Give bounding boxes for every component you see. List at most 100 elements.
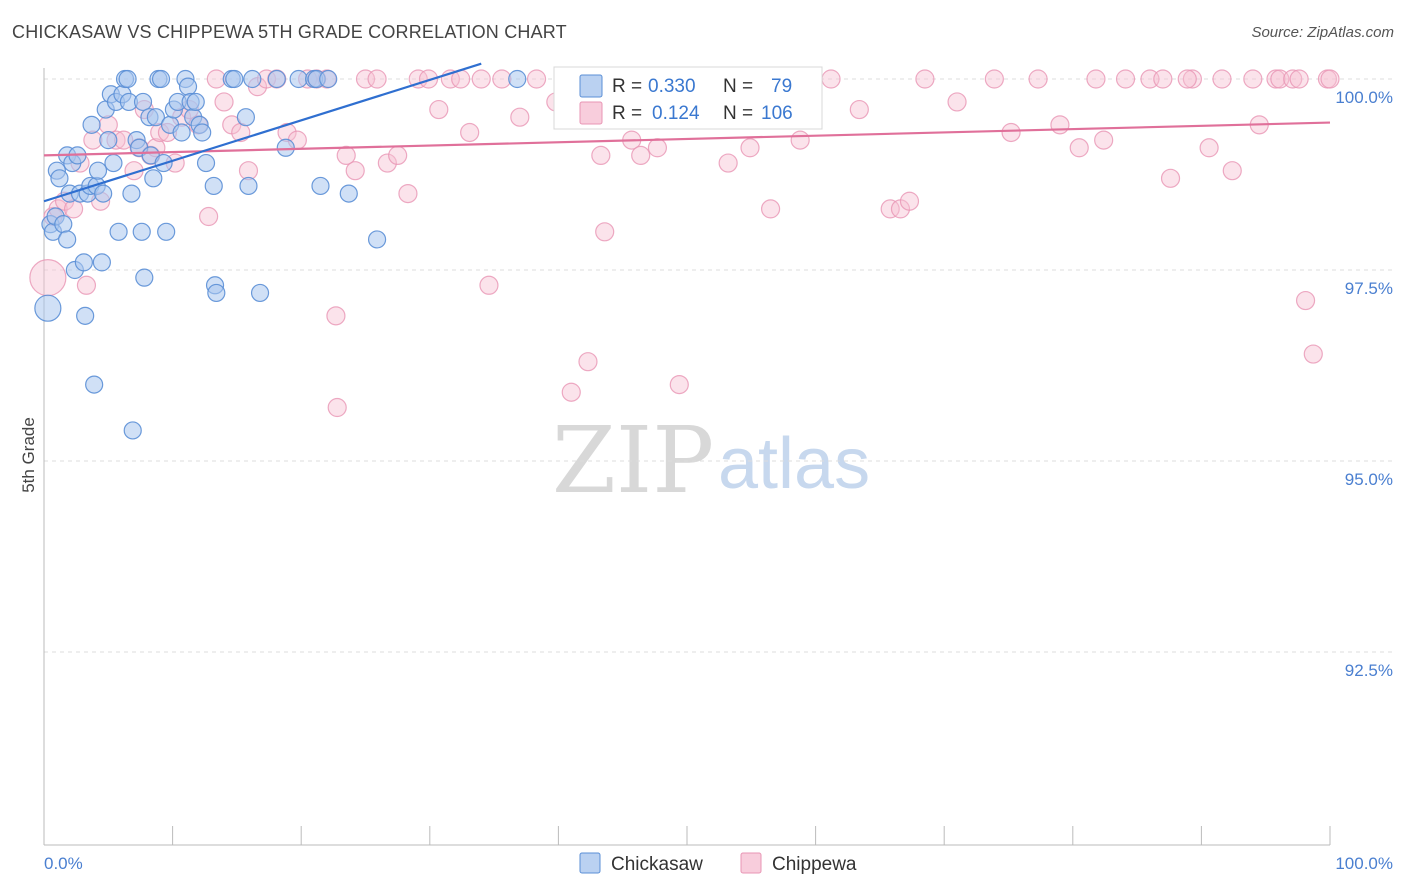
chippewa-legend-swatch — [579, 101, 603, 125]
chickasaw-point — [250, 283, 270, 303]
chippewa-point — [471, 69, 491, 89]
chippewa-point — [880, 199, 900, 219]
chippewa-point — [326, 306, 346, 326]
chickasaw-point — [132, 222, 151, 241]
chippewa-point — [1050, 115, 1070, 135]
chippewa-point — [418, 69, 439, 89]
chickasaw-point — [243, 69, 262, 89]
chickasaw-point — [204, 176, 223, 196]
chippewa-point — [388, 145, 408, 165]
chippewa-point — [460, 122, 480, 143]
chippewa-point — [1182, 69, 1202, 89]
chickasaw-point — [339, 184, 358, 203]
chickasaw-r-label: R = — [612, 76, 642, 97]
chippewa-point — [1177, 69, 1197, 89]
chippewa-point — [199, 206, 219, 227]
chickasaw-point — [146, 108, 165, 127]
chippewa-point — [1212, 69, 1232, 89]
chickasaw-point — [99, 131, 118, 150]
chippewa-point — [849, 99, 869, 120]
chickasaw-point — [82, 115, 101, 134]
chickasaw-point — [76, 306, 95, 325]
chippewa-point — [1199, 138, 1219, 158]
chippewa-point — [578, 352, 598, 372]
chickasaw-points — [34, 69, 527, 440]
chippewa-point — [1320, 69, 1340, 89]
chickasaw-point — [34, 294, 62, 322]
chippewa-point — [821, 69, 841, 89]
chippewa-point — [1303, 344, 1323, 364]
chippewa-point — [367, 69, 387, 89]
chippewa-point — [1086, 69, 1106, 89]
chippewa-point — [408, 69, 428, 89]
chippewa-point — [1001, 122, 1021, 143]
chippewa-n-label: N = — [723, 103, 753, 124]
chickasaw-point — [267, 69, 286, 89]
chickasaw-point — [74, 253, 93, 272]
chickasaw-point — [236, 108, 256, 127]
chippewa-point — [669, 375, 689, 395]
chippewa-point — [591, 145, 611, 165]
watermark: ZIP atlas — [552, 407, 870, 514]
chippewa-r-label: R = — [612, 103, 642, 124]
chickasaw-point — [94, 184, 113, 203]
chickasaw-point — [157, 222, 176, 241]
chippewa-n-value: 106 — [761, 103, 793, 124]
chickasaw-point — [133, 92, 153, 112]
chickasaw-point — [88, 161, 108, 180]
chickasaw-point — [85, 375, 104, 394]
y-tick-label: 97.5% — [1345, 279, 1393, 298]
chickasaw-point — [193, 123, 212, 142]
watermark-atlas: atlas — [718, 424, 870, 504]
watermark-zip: ZIP — [552, 407, 714, 514]
chickasaw-n-label: N = — [723, 76, 753, 97]
chickasaw-point — [186, 92, 205, 112]
chippewa-point — [1153, 69, 1173, 89]
trendlines — [43, 62, 1331, 203]
chickasaw-point — [196, 153, 216, 173]
chippewa-point — [355, 69, 376, 89]
chippewa-point — [1028, 69, 1048, 89]
chippewa-point — [214, 92, 234, 112]
x-tick-label-max: 100.0% — [1335, 854, 1393, 873]
chickasaw-point — [92, 253, 111, 272]
chippewa-series-swatch — [740, 852, 762, 874]
chippewa-point — [631, 145, 651, 165]
chippewa-point — [740, 138, 760, 158]
y-tick-label: 92.5% — [1345, 661, 1393, 680]
chippewa-point — [760, 199, 781, 219]
chippewa-point — [595, 222, 615, 242]
chippewa-point — [336, 145, 356, 165]
chippewa-point — [915, 69, 935, 89]
chickasaw-point — [311, 176, 330, 196]
source-credit: Source: ZipAtlas.com — [1251, 24, 1394, 41]
chickasaw-legend-swatch — [579, 74, 603, 98]
chickasaw-point — [54, 215, 73, 234]
chippewa-point — [1283, 69, 1303, 89]
chickasaw-point — [135, 268, 154, 287]
chickasaw-point — [508, 69, 527, 89]
stats-legend: R = 0.330 N = 79 R = 0.124 N = 106 — [553, 66, 823, 130]
chickasaw-r-value: 0.330 — [648, 76, 696, 97]
chippewa-trendline — [43, 121, 1331, 157]
chippewa-point — [510, 107, 530, 127]
chickasaw-point — [319, 69, 338, 89]
chippewa-point — [1094, 130, 1114, 150]
y-tick-label: 95.0% — [1345, 470, 1393, 489]
chippewa-point — [718, 153, 738, 173]
chippewa-point — [327, 397, 347, 418]
chickasaw-point — [118, 69, 137, 89]
chippewa-point — [492, 69, 512, 89]
chippewa-point — [1160, 168, 1181, 188]
chippewa-point — [479, 275, 499, 295]
chippewa-point — [1115, 69, 1136, 89]
chickasaw-point — [239, 176, 258, 196]
tick-labels: 100.0% 97.5% 95.0% 92.5% 0.0% 100.0% — [44, 88, 1393, 873]
chickasaw-point — [151, 69, 171, 89]
chickasaw-series-swatch — [579, 852, 601, 874]
chippewa-point — [561, 382, 581, 402]
chickasaw-point — [109, 222, 128, 241]
chippewa-point — [206, 69, 226, 89]
chickasaw-point — [58, 230, 77, 249]
